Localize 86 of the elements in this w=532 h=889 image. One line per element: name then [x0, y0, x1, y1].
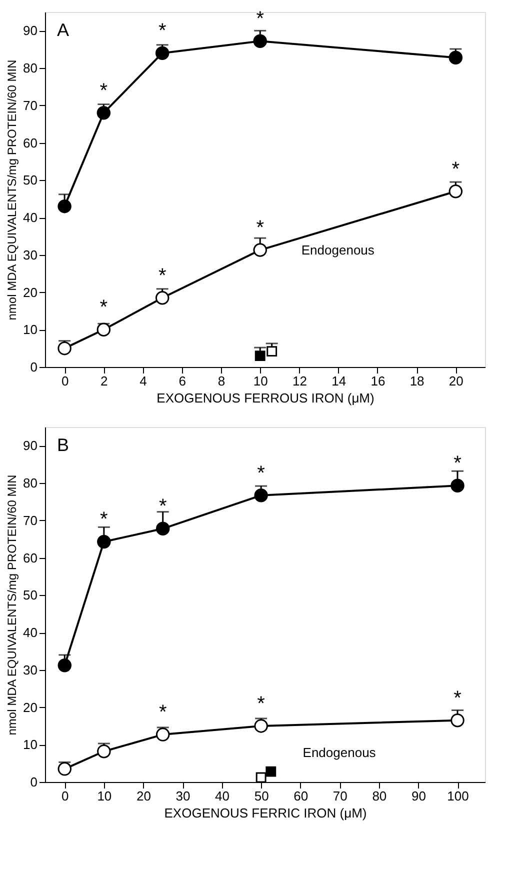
x-tick-label: 6 — [178, 374, 186, 388]
x-tick-label: 12 — [292, 374, 307, 388]
point — [96, 322, 111, 336]
point — [254, 350, 266, 362]
annotation: * — [256, 8, 264, 30]
x-tick-label: 14 — [332, 374, 346, 388]
point — [253, 34, 267, 48]
point — [155, 46, 170, 60]
point — [156, 522, 170, 536]
y-tick-label: 0 — [30, 774, 38, 790]
annotation: * — [158, 264, 166, 287]
x-tick-label: 2 — [100, 374, 108, 388]
point — [155, 291, 170, 305]
x-tick-label: 100 — [447, 788, 469, 804]
point — [97, 744, 111, 758]
y-tick-label: 0 — [30, 360, 38, 374]
y-tick-label: 20 — [23, 284, 38, 300]
y-tick-label: 60 — [23, 550, 38, 566]
annotation: * — [100, 296, 108, 319]
y-tick-label: 80 — [23, 476, 38, 491]
point — [58, 762, 72, 776]
y-tick-label: 50 — [23, 588, 38, 603]
x-tick-label: 70 — [332, 788, 348, 804]
x-tick-label: 90 — [411, 788, 426, 804]
y-tick-label: 70 — [23, 98, 38, 113]
y-tick-label: 70 — [23, 512, 38, 528]
annotation: * — [257, 462, 266, 484]
x-tick-label: 30 — [176, 788, 190, 804]
y-tick-label: 40 — [23, 210, 38, 226]
x-tick-label: 4 — [140, 374, 147, 388]
x-tick-label: 8 — [218, 374, 226, 388]
annotation: * — [454, 452, 462, 475]
chart-title: A — [57, 20, 70, 40]
annotation: * — [158, 20, 166, 42]
point — [253, 243, 267, 257]
x-tick-label: 80 — [372, 788, 387, 804]
y-tick-label: 80 — [23, 60, 38, 76]
series-label: Endogenous — [302, 745, 376, 760]
annotation: * — [158, 702, 167, 724]
y-tick-label: 20 — [23, 700, 38, 715]
annotation: * — [452, 158, 460, 180]
y-tick-label: 90 — [23, 438, 38, 454]
point — [266, 346, 278, 357]
y-tick-label: 40 — [23, 625, 38, 640]
point — [254, 719, 268, 733]
annotation: * — [454, 687, 462, 710]
y-tick-label: 30 — [23, 662, 38, 678]
x-tick-label: 10 — [97, 788, 112, 804]
series-label: Endogenous — [301, 242, 375, 258]
annotation: * — [100, 508, 108, 531]
x-tick-label: 50 — [254, 788, 269, 804]
point — [58, 658, 72, 672]
y-tick-label: 10 — [23, 322, 38, 338]
point — [450, 478, 464, 493]
point — [256, 772, 266, 783]
point — [450, 713, 464, 728]
y-axis-title: nmol MDA EQUIVALENTS/mg PROTEIN/60 MIN — [5, 474, 20, 736]
y-axis-title: nmol MDA EQUIVALENTS/mg PROTEIN/60 MIN — [5, 60, 20, 320]
x-tick-label: 40 — [215, 788, 230, 804]
y-tick-label: 50 — [23, 172, 38, 188]
annotation: * — [158, 496, 167, 518]
x-tick-label: 0 — [61, 374, 69, 388]
x-tick-label: 16 — [370, 374, 386, 388]
annotation: * — [100, 80, 108, 102]
y-tick-label: 90 — [23, 23, 38, 38]
x-tick-label: 10 — [253, 374, 268, 388]
x-tick-label: 18 — [410, 374, 424, 388]
point — [96, 106, 111, 120]
x-tick-label: 60 — [294, 788, 308, 804]
x-tick-label: 20 — [136, 788, 151, 804]
y-tick-label: 60 — [23, 135, 38, 150]
x-tick-label: 20 — [448, 374, 464, 388]
point — [58, 199, 72, 214]
y-tick-label: 10 — [23, 737, 38, 752]
x-axis-title: EXOGENOUS FERRIC IRON (μM) — [164, 806, 367, 820]
point — [254, 488, 268, 502]
annotation: * — [257, 692, 266, 715]
chart-title: B — [57, 435, 70, 455]
annotation: * — [256, 217, 264, 240]
y-tick-label: 30 — [23, 247, 38, 262]
point — [448, 184, 463, 198]
point — [266, 766, 276, 777]
x-tick-label: 0 — [62, 788, 69, 804]
point — [156, 728, 170, 742]
x-axis-title: EXOGENOUS FERROUS IRON (μM) — [156, 390, 374, 406]
point — [97, 534, 111, 549]
